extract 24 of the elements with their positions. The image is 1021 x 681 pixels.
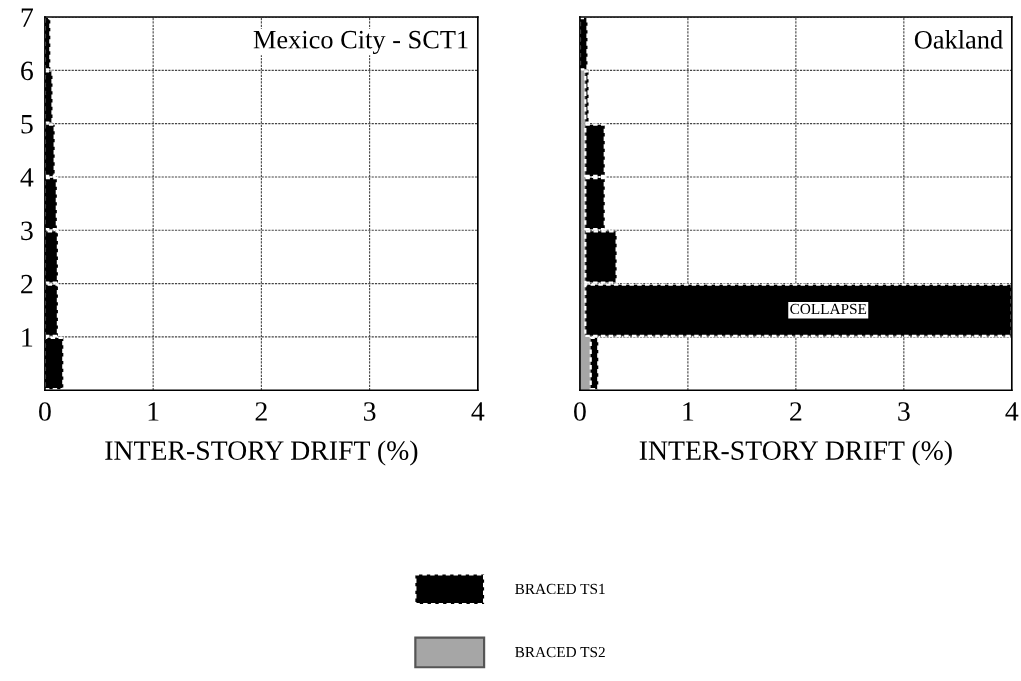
y-tick-label: 2 xyxy=(21,274,33,294)
y-tick-label: 1 xyxy=(22,328,33,347)
x-tick-label: 0 xyxy=(574,402,586,421)
x-tick-label: 3 xyxy=(363,402,376,421)
x-axis-title: INTER-STORY DRIFT (%) xyxy=(639,440,952,466)
y-tick-label: 3 xyxy=(21,221,33,241)
legend-label: BRACED TS1 xyxy=(515,583,605,595)
x-tick-label: 1 xyxy=(148,402,159,421)
y-tick-label: 4 xyxy=(20,168,34,187)
x-tick-label: 0 xyxy=(39,402,51,421)
y-tick-label: 6 xyxy=(21,61,33,81)
x-tick-label: 4 xyxy=(1005,402,1019,421)
chart-title: Oakland xyxy=(914,30,1003,49)
x-tick-label: 3 xyxy=(898,402,910,421)
x-axis-title: INTER-STORY DRIFT (%) xyxy=(105,440,418,466)
y-tick-label: 7 xyxy=(21,8,34,27)
x-tick-label: 4 xyxy=(471,402,485,421)
x-tick-label: 1 xyxy=(683,402,694,421)
y-tick-label: 5 xyxy=(21,115,33,134)
chart-title: Mexico City - SCT1 xyxy=(253,30,468,55)
x-tick-label: 2 xyxy=(255,402,267,421)
legend-label: BRACED TS2 xyxy=(515,646,605,658)
x-tick-label: 2 xyxy=(790,402,802,421)
annotation: COLLAPSE xyxy=(790,303,867,315)
